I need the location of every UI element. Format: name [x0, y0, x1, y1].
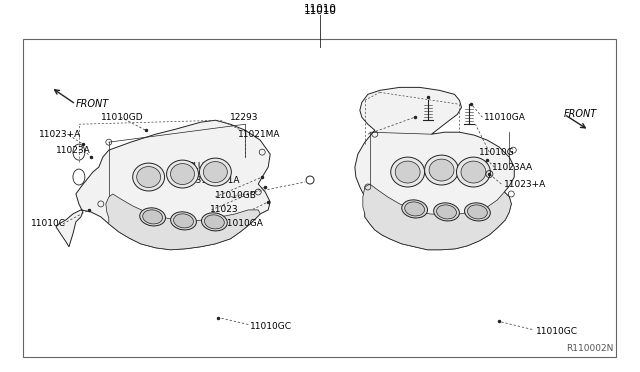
- Text: 11023+A: 11023+A: [39, 130, 81, 139]
- Text: 0B931-3061A: 0B931-3061A: [179, 176, 240, 185]
- Ellipse shape: [391, 157, 424, 187]
- Ellipse shape: [456, 157, 490, 187]
- Polygon shape: [56, 120, 270, 250]
- Ellipse shape: [140, 208, 166, 226]
- Text: 11010GB: 11010GB: [216, 192, 257, 201]
- Ellipse shape: [173, 214, 193, 228]
- Text: 11010GC: 11010GC: [536, 327, 578, 336]
- Ellipse shape: [434, 203, 460, 221]
- Text: FRONT: FRONT: [564, 109, 597, 119]
- Ellipse shape: [429, 159, 454, 181]
- Text: 11010: 11010: [303, 4, 337, 14]
- Ellipse shape: [404, 202, 424, 216]
- Text: 11010GD: 11010GD: [101, 113, 143, 122]
- Ellipse shape: [205, 215, 224, 229]
- Ellipse shape: [132, 163, 164, 191]
- Text: 11010: 11010: [303, 6, 337, 16]
- Text: 11023+A: 11023+A: [504, 180, 547, 189]
- Ellipse shape: [204, 161, 227, 183]
- Polygon shape: [355, 87, 515, 250]
- Ellipse shape: [467, 205, 487, 219]
- Ellipse shape: [166, 160, 198, 188]
- Text: 11023: 11023: [211, 205, 239, 214]
- Ellipse shape: [137, 167, 161, 187]
- Text: 11010GC: 11010GC: [250, 322, 292, 331]
- Ellipse shape: [200, 158, 231, 186]
- Ellipse shape: [402, 200, 428, 218]
- Text: 11010GA: 11010GA: [484, 113, 526, 122]
- Text: 11010C: 11010C: [31, 219, 66, 228]
- Text: PLUG(1): PLUG(1): [189, 161, 225, 171]
- Ellipse shape: [424, 155, 458, 185]
- Text: 11010GA: 11010GA: [222, 219, 264, 228]
- Ellipse shape: [396, 161, 420, 183]
- Ellipse shape: [202, 213, 227, 231]
- Ellipse shape: [171, 164, 195, 185]
- Polygon shape: [363, 184, 511, 250]
- Ellipse shape: [461, 161, 486, 183]
- Text: 11010G: 11010G: [479, 148, 515, 157]
- Polygon shape: [106, 194, 260, 250]
- Text: 11021MA: 11021MA: [238, 130, 281, 139]
- Text: 11023A: 11023A: [56, 145, 91, 155]
- Text: FRONT: FRONT: [76, 99, 109, 109]
- Ellipse shape: [436, 205, 456, 219]
- Ellipse shape: [171, 212, 196, 230]
- Ellipse shape: [143, 210, 163, 224]
- Text: R110002N: R110002N: [566, 344, 614, 353]
- Text: 12293: 12293: [230, 113, 259, 122]
- Text: 11023AA: 11023AA: [492, 163, 534, 171]
- Ellipse shape: [465, 203, 490, 221]
- Bar: [23, 39, 616, 357]
